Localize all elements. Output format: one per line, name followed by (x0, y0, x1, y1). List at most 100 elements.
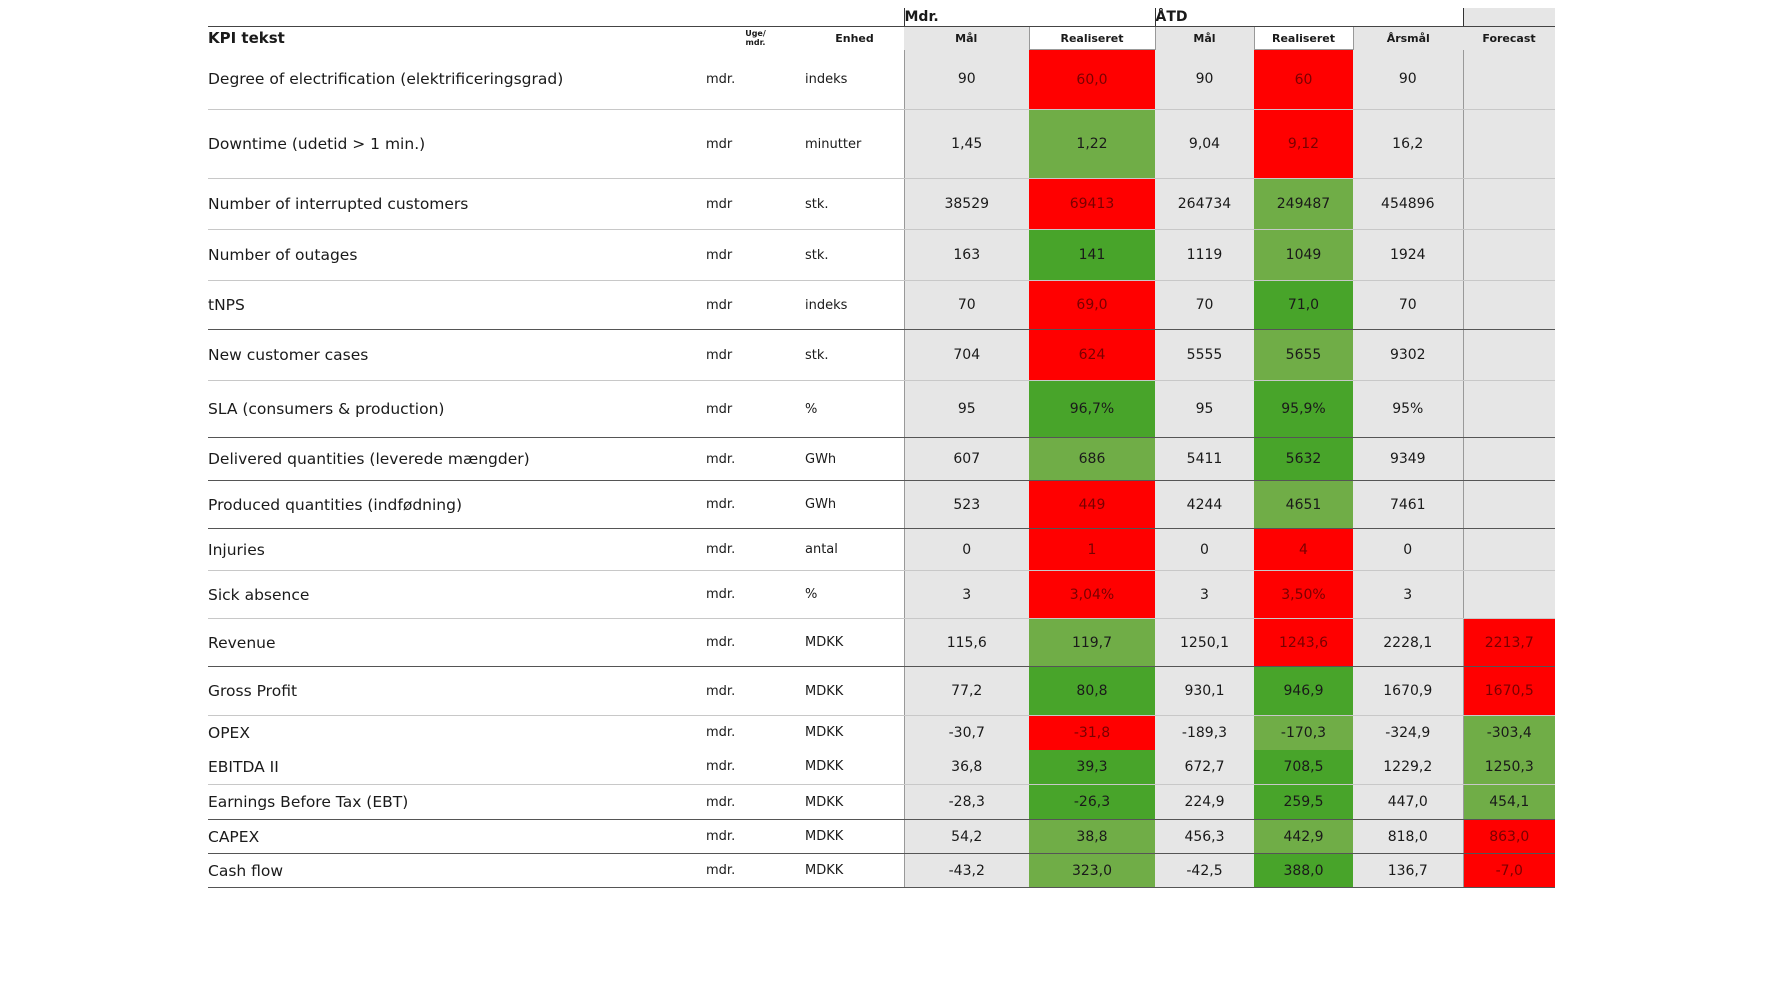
frequency-cell: mdr. (706, 570, 805, 619)
frequency-cell: mdr. (706, 853, 805, 888)
target-ytd-cell: 90 (1155, 49, 1254, 110)
frequency-cell: mdr. (706, 725, 736, 741)
target-ytd-cell: 224,9 (1155, 784, 1254, 820)
annual-target-cell: 16,2 (1353, 109, 1464, 179)
forecast-cell (1462, 480, 1556, 529)
frequency-cell: mdr. (706, 819, 805, 854)
realized-cell: 39,3 (1029, 749, 1155, 785)
realized-ytd-cell: 5632 (1254, 437, 1353, 481)
realized-ytd-cell: 708,5 (1254, 749, 1353, 785)
target-ytd-cell: 1119 (1155, 229, 1254, 281)
frequency-cell: mdr (706, 178, 805, 230)
target-cell: 704 (903, 329, 1029, 381)
forecast-cell: -7,0 (1462, 853, 1556, 888)
target-ytd-cell: 3 (1155, 570, 1254, 619)
target-cell: -43,2 (903, 853, 1029, 888)
unit-cell: GWh (805, 437, 904, 481)
frequency-cell: mdr (706, 229, 805, 281)
target-cell: 163 (903, 229, 1029, 281)
forecast-cell (1462, 528, 1556, 571)
target-ytd-cell: 0 (1155, 528, 1254, 571)
target-ytd-cell: -189,3 (1155, 715, 1254, 750)
frequency-cell: mdr. (706, 749, 805, 785)
target-ytd-cell: -42,5 (1155, 853, 1254, 888)
frequency-cell: mdr (706, 380, 805, 438)
unit-cell: % (805, 380, 904, 438)
kpi-table: Mdr. ÅTD KPI tekst Uge/ mdr. Enhed Mål R… (208, 8, 1556, 888)
unit-cell: stk. (805, 178, 904, 230)
kpi-label: Downtime (udetid > 1 min.) (208, 109, 706, 179)
col-kpi-text: KPI tekst (208, 29, 285, 48)
frequency-cell: mdr (706, 329, 805, 381)
annual-target-cell: 454896 (1353, 178, 1464, 230)
annual-target-cell: 95% (1353, 380, 1464, 438)
forecast-cell: 1670,5 (1462, 666, 1556, 716)
annual-target-cell: -324,9 (1353, 715, 1464, 750)
unit-cell: MDKK (805, 853, 904, 888)
realized-cell: 624 (1029, 329, 1155, 381)
realized-ytd-cell: 1243,6 (1254, 618, 1353, 667)
target-cell: 38529 (903, 178, 1029, 230)
frequency-cell: mdr. (706, 618, 805, 667)
target-ytd-cell: 264734 (1155, 178, 1254, 230)
table-row: EBITDA II mdr. MDKK 36,8 39,3 672,7 708,5 1229,… (208, 749, 1556, 785)
realized-cell: 69413 (1029, 178, 1155, 230)
unit-cell: stk. (805, 329, 904, 381)
group-ytd-label: ÅTD (1154, 8, 1464, 27)
realized-ytd-cell: 4651 (1254, 480, 1353, 529)
unit-cell: MDKK (805, 725, 844, 741)
target-cell: 115,6 (903, 618, 1029, 667)
frequency-cell: mdr (706, 109, 805, 179)
target-ytd-cell: 4244 (1155, 480, 1254, 529)
forecast-cell: -303,4 (1462, 715, 1556, 750)
annual-target-cell: 70 (1353, 280, 1464, 330)
table-row: Revenue mdr. MDKK 115,6 119,7 1250,1 1243,6 222… (208, 618, 1556, 667)
table-row: Gross Profit mdr. MDKK 77,2 80,8 930,1 946,9 16… (208, 666, 1556, 716)
kpi-label: Number of interrupted customers (208, 178, 706, 230)
realized-cell: 96,7% (1029, 380, 1155, 438)
realized-cell: 686 (1029, 437, 1155, 481)
kpi-label: Earnings Before Tax (EBT) (208, 784, 706, 820)
annual-target-cell: 447,0 (1353, 784, 1464, 820)
forecast-cell (1462, 49, 1556, 110)
kpi-label: Delivered quantities (leverede mængder) (208, 437, 706, 481)
table-row: Downtime (udetid > 1 min.) mdr minutter 1,4… (208, 109, 1556, 179)
annual-target-cell: 1924 (1353, 229, 1464, 281)
table-row: Number of interrupted customers mdr stk. 38… (208, 178, 1556, 230)
forecast-cell (1462, 229, 1556, 281)
annual-target-cell: 1670,9 (1353, 666, 1464, 716)
frequency-cell: mdr. (706, 437, 805, 481)
realized-ytd-cell: 442,9 (1254, 819, 1353, 854)
col-target: Mål (904, 26, 1029, 50)
target-cell: 1,45 (903, 109, 1029, 179)
table-row: CAPEX mdr. MDKK 54,2 38,8 456,3 442,9 818,0 863,… (208, 819, 1556, 854)
realized-cell: 1 (1029, 528, 1155, 571)
realized-cell: 38,8 (1029, 819, 1155, 854)
kpi-label: Degree of electrification (elektrificeri… (208, 49, 706, 110)
unit-cell: MDKK (805, 618, 904, 667)
target-cell: 523 (903, 480, 1029, 529)
forecast-cell (1462, 178, 1556, 230)
annual-target-cell: 818,0 (1353, 819, 1464, 854)
realized-ytd-cell: 4 (1254, 528, 1353, 571)
realized-ytd-cell: 259,5 (1254, 784, 1353, 820)
unit-cell: MDKK (805, 784, 904, 820)
frequency-cell: mdr. (706, 49, 805, 110)
target-cell: 54,2 (903, 819, 1029, 854)
forecast-cell: 454,1 (1462, 784, 1556, 820)
kpi-label: Cash flow (208, 853, 706, 888)
target-cell: -30,7 (903, 715, 1029, 750)
realized-cell: 141 (1029, 229, 1155, 281)
forecast-cell (1462, 570, 1556, 619)
column-header-row: KPI tekst Uge/ mdr. Enhed Mål Realiseret… (208, 26, 1556, 50)
frequency-cell: mdr. (706, 666, 805, 716)
kpi-table-body: Degree of electrification (elektrificeri… (208, 49, 1556, 888)
realized-ytd-cell: 71,0 (1254, 280, 1353, 330)
realized-ytd-cell: 388,0 (1254, 853, 1353, 888)
table-row: Produced quantities (indfødning) mdr. GWh 5… (208, 480, 1556, 529)
target-ytd-cell: 95 (1155, 380, 1254, 438)
unit-cell: MDKK (805, 666, 904, 716)
annual-target-cell: 9302 (1353, 329, 1464, 381)
forecast-cell (1462, 329, 1556, 381)
realized-cell: 449 (1029, 480, 1155, 529)
